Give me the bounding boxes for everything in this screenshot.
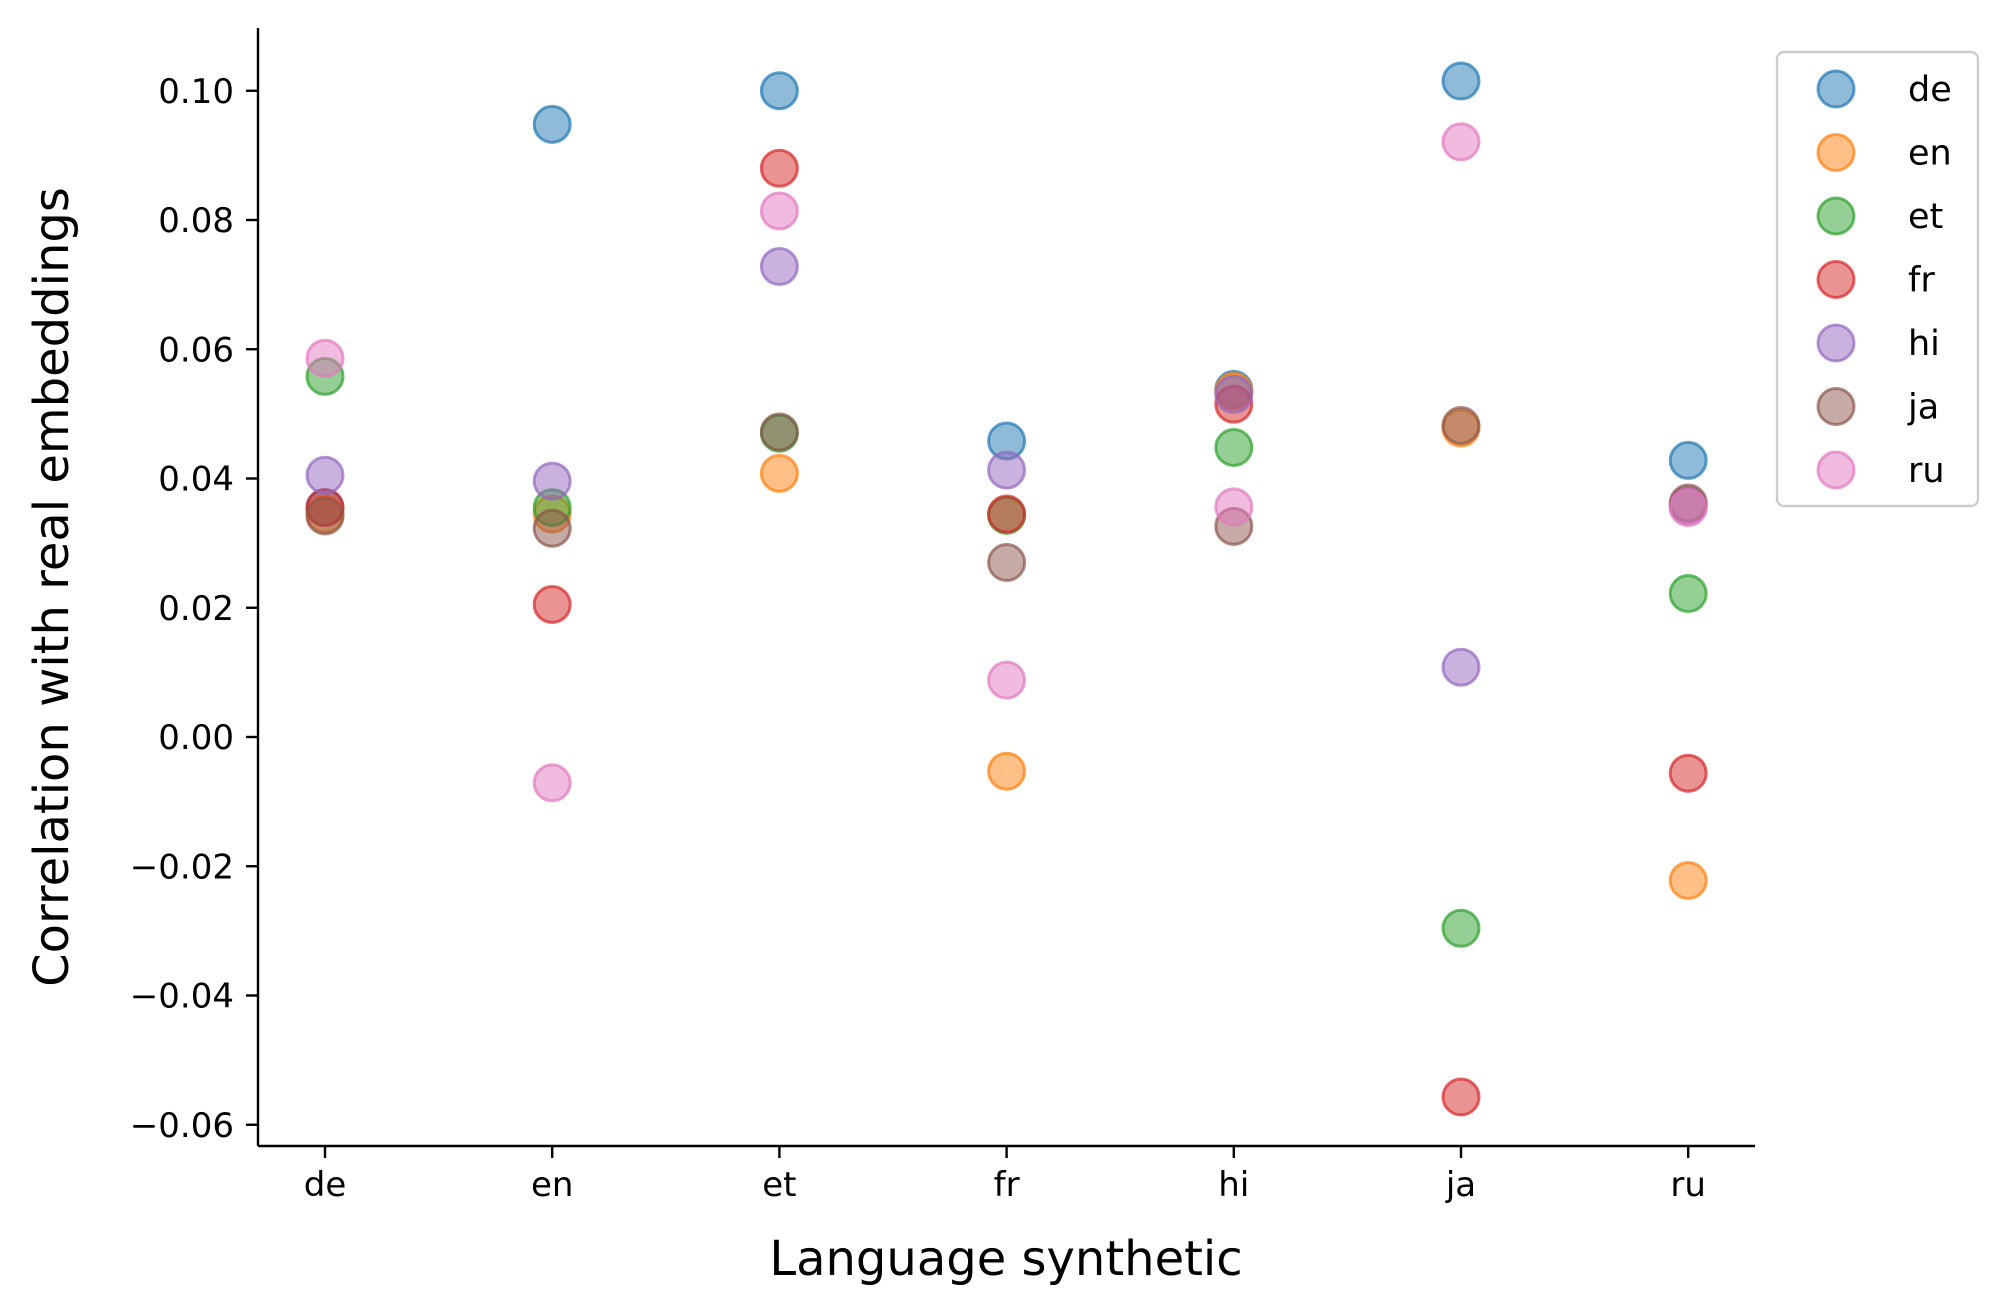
data-point-fr-fr [987,494,1027,534]
data-point-hi-de [305,455,345,495]
data-point-de-en [532,104,572,144]
data-point-ru-en [532,763,572,803]
data-point-en-et [759,453,799,493]
legend-marker-ja [1816,387,1856,426]
data-point-ja-et [759,412,799,452]
legend-marker-ru [1816,450,1856,490]
y-tick-label: 0.10 [158,72,234,112]
data-point-hi-en [532,461,572,501]
data-point-ru-ja [1441,122,1481,162]
data-point-hi-fr [987,450,1027,490]
legend-label-ru: ru [1908,451,1945,491]
data-point-ja-de [305,496,345,536]
legend-label-hi: hi [1908,324,1940,364]
legend-marker-de [1816,69,1856,109]
y-tick-label: −0.06 [130,1106,234,1146]
x-tick-label: de [304,1165,347,1205]
data-point-hi-hi [1214,374,1254,414]
y-ticks: −0.06 −0.04 −0.02 0.00 0.02 0.04 0.06 0.08 0.10 [130,72,258,1146]
x-tick-label: ru [1670,1165,1706,1205]
data-point-en-fr [987,751,1027,791]
data-point-et-ja [1441,908,1481,948]
data-point-ru-de [305,338,345,378]
legend-marker-hi [1816,323,1856,363]
data-point-ja-fr [987,543,1027,583]
data-point-de-ja [1441,61,1481,101]
data-point-et-hi [1214,427,1254,467]
data-point-ru-et [759,191,799,231]
data-point-fr-ja [1441,1077,1481,1117]
legend-label-ja: ja [1907,388,1939,428]
data-point-fr-ru [1668,753,1708,793]
x-tick-label: et [762,1165,796,1205]
data-point-de-ru [1668,440,1708,480]
data-point-et-ru [1668,574,1708,614]
data-point-ru-fr [987,660,1027,700]
data-point-hi-ja [1441,647,1481,687]
axes [256,28,1755,1148]
legend-label-en: en [1908,134,1952,174]
data-point-ru-ru [1668,488,1708,528]
legend-marker-en [1816,133,1856,172]
x-axis-title: Language synthetic [769,1231,1242,1287]
data-point-ja-ja [1441,406,1481,446]
y-tick-label: 0.00 [158,718,234,758]
data-point-en-ru [1668,860,1708,900]
legend-label-fr: fr [1908,261,1935,301]
x-tick-label: fr [994,1165,1020,1205]
x-tick-label: en [531,1165,573,1205]
data-point-ja-en [532,508,572,548]
legend-label-de: de [1908,70,1952,110]
legend-label-et: et [1908,197,1943,237]
y-tick-label: −0.02 [130,847,234,887]
y-axis-title: Correlation with real embeddings [24,187,80,987]
legend-frame [1775,50,1980,508]
legend: de en et fr hi ja ru [1775,50,1980,508]
data-point-hi-et [759,247,799,287]
data-point-fr-et [759,148,799,188]
legend-marker-et [1816,196,1856,236]
data-point-ru-hi [1214,487,1254,527]
y-tick-label: 0.06 [158,330,234,370]
data-point-de-et [759,71,799,111]
data-points [305,61,1708,1117]
legend-marker-fr [1816,260,1856,299]
x-ticks: de en et fr hi ja ru [304,1146,1706,1205]
y-tick-label: 0.04 [158,460,234,500]
y-tick-label: 0.08 [158,201,234,241]
x-tick-label: hi [1218,1165,1249,1205]
y-tick-label: −0.04 [130,977,234,1017]
y-tick-label: 0.02 [158,589,234,629]
x-tick-label: ja [1445,1165,1476,1205]
data-point-fr-en [532,585,572,625]
